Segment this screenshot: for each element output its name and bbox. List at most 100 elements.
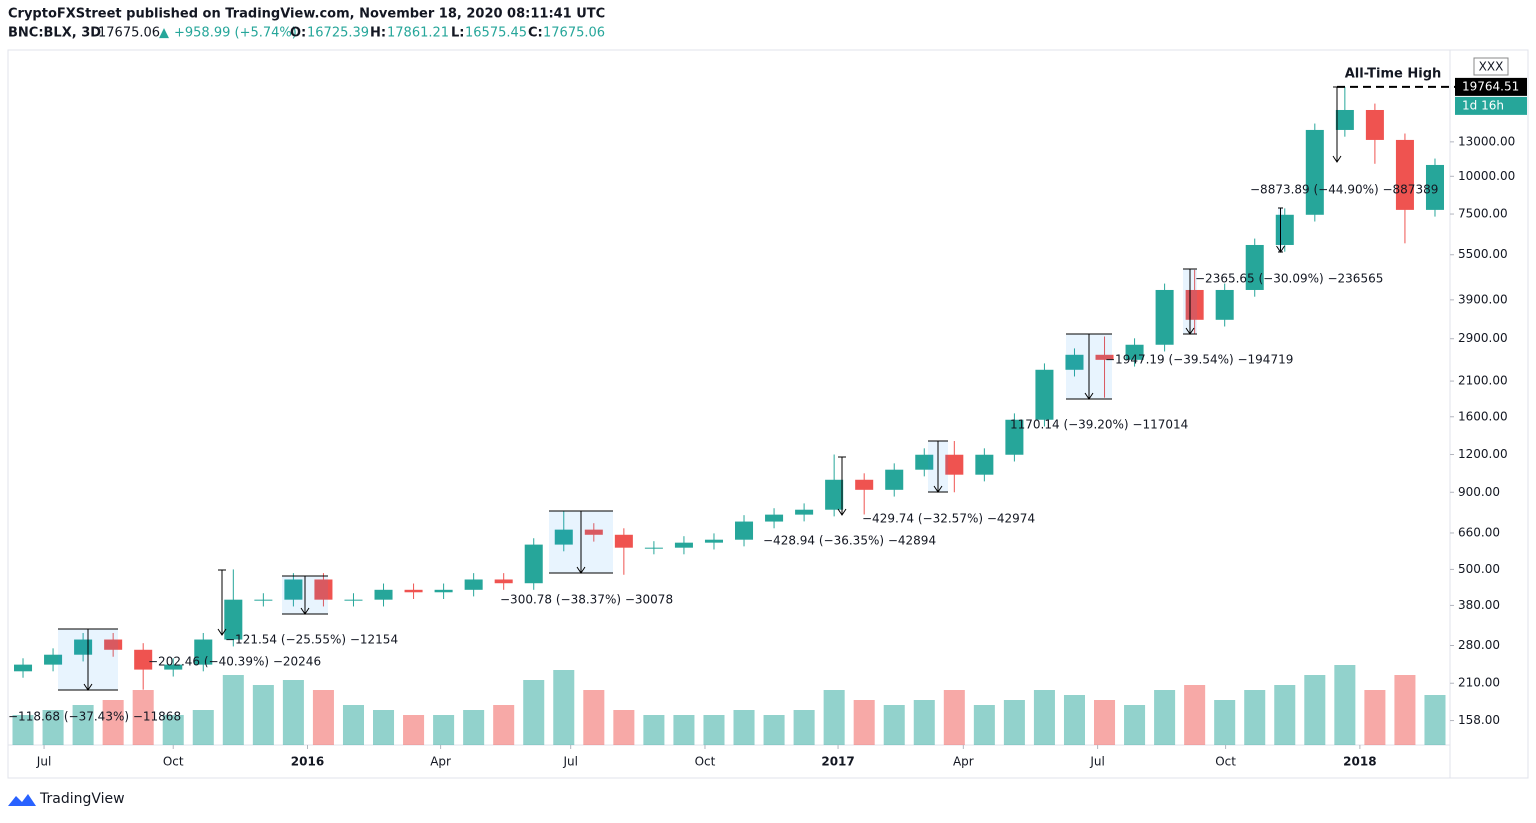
candle bbox=[855, 473, 874, 515]
volume-bar bbox=[1214, 700, 1236, 745]
x-tick-label: Oct bbox=[1215, 755, 1236, 769]
candle bbox=[735, 515, 754, 547]
drawdown-label: −202.46 (−40.39%) −20246 bbox=[148, 655, 321, 669]
candle-body bbox=[1395, 139, 1414, 210]
candle bbox=[524, 538, 543, 590]
volume-bar bbox=[613, 710, 635, 745]
volume-bar bbox=[1033, 690, 1055, 745]
candle bbox=[344, 593, 363, 607]
drawdown-label: −118.68 (−37.43%) −11868 bbox=[8, 710, 181, 724]
volume-bar bbox=[132, 690, 154, 745]
candle-body bbox=[524, 544, 543, 584]
candle bbox=[915, 448, 934, 477]
measure-arrow bbox=[83, 629, 93, 691]
candle-body bbox=[704, 539, 723, 543]
candle bbox=[134, 643, 153, 690]
volume-bar bbox=[373, 710, 395, 745]
candle-body bbox=[1095, 354, 1114, 360]
y-tick-label: 10000.00 bbox=[1458, 169, 1515, 183]
candle-body bbox=[945, 454, 964, 475]
volume-bar bbox=[1304, 675, 1326, 745]
candle-body bbox=[795, 509, 814, 515]
candle-body bbox=[614, 534, 633, 548]
tag: XXX bbox=[1479, 60, 1504, 74]
candle-body bbox=[194, 639, 213, 665]
candle-body bbox=[735, 521, 754, 540]
candle-body bbox=[134, 649, 153, 670]
candle-body bbox=[1125, 344, 1144, 360]
volume-bar bbox=[973, 705, 995, 745]
y-tick-label: 7500.00 bbox=[1458, 207, 1508, 221]
candle-body bbox=[915, 454, 934, 470]
candle-body bbox=[1065, 354, 1084, 370]
candle-body bbox=[885, 469, 904, 490]
volume-bar bbox=[493, 705, 515, 745]
x-tick-label: Oct bbox=[163, 755, 184, 769]
candle-body bbox=[284, 579, 303, 600]
x-tick-label: Oct bbox=[695, 755, 716, 769]
volume-bar bbox=[162, 715, 184, 745]
y-tick-label: 210.00 bbox=[1458, 676, 1500, 690]
candle bbox=[1425, 158, 1444, 217]
x-tick-label: Jul bbox=[36, 755, 51, 769]
c-label: C: bbox=[528, 26, 543, 41]
candle-body bbox=[1305, 129, 1324, 215]
measure-arrow bbox=[1084, 334, 1094, 400]
candle-body bbox=[404, 589, 423, 593]
tag-bg bbox=[1473, 57, 1509, 76]
measure-arrow bbox=[1276, 208, 1285, 253]
countdown-bg bbox=[1455, 96, 1527, 115]
x-tick-label: Jul bbox=[562, 755, 577, 769]
candle bbox=[584, 523, 603, 542]
candle bbox=[1215, 283, 1234, 327]
candle bbox=[164, 658, 183, 677]
candle bbox=[1095, 336, 1114, 398]
candle bbox=[14, 658, 33, 678]
y-tick-label: 1600.00 bbox=[1458, 409, 1508, 423]
candle bbox=[795, 503, 814, 522]
price-tag-bg bbox=[1455, 77, 1527, 96]
candle bbox=[194, 632, 213, 672]
candle-body bbox=[314, 579, 333, 600]
measure-arrow bbox=[837, 456, 847, 516]
candle bbox=[1245, 238, 1264, 297]
candle-body bbox=[14, 664, 33, 672]
volume-bar bbox=[282, 680, 304, 745]
drawdown-label: −300.78 (−38.37%) −30078 bbox=[500, 593, 673, 607]
candle bbox=[885, 463, 904, 497]
h: 17861.21 bbox=[387, 26, 449, 41]
drawdown-label: −1947.19 (−39.54%) −194719 bbox=[1105, 353, 1293, 367]
candle-body bbox=[975, 454, 994, 475]
y-tick-label: 1200.00 bbox=[1458, 447, 1508, 461]
volume-bar bbox=[1244, 690, 1266, 745]
candle bbox=[674, 536, 693, 555]
candle bbox=[825, 454, 844, 517]
candle-body bbox=[1245, 244, 1264, 290]
candle bbox=[284, 573, 303, 607]
candle bbox=[314, 573, 333, 607]
x-tick-label: 2017 bbox=[821, 755, 854, 769]
candle bbox=[554, 511, 573, 552]
volume-bar bbox=[1154, 690, 1176, 745]
y-tick-label: 5500.00 bbox=[1458, 247, 1508, 261]
l-label: L: bbox=[451, 26, 464, 41]
candle bbox=[374, 583, 393, 607]
candle-body bbox=[464, 579, 483, 590]
y-tick-label: 13000.00 bbox=[1458, 134, 1515, 148]
volume-bar bbox=[793, 710, 815, 745]
volume-bar bbox=[222, 675, 244, 745]
x-tick-label: 2018 bbox=[1343, 755, 1376, 769]
publisher: CryptoFXStreet published on TradingView.… bbox=[8, 7, 605, 22]
candle-body bbox=[44, 654, 63, 665]
candle bbox=[1035, 363, 1054, 427]
volume-bar bbox=[1003, 700, 1025, 745]
drawdown-label: −8873.89 (−44.90%) −887389 bbox=[1250, 183, 1438, 197]
volume-bar bbox=[42, 710, 64, 745]
last: 17675.06 bbox=[98, 26, 160, 41]
volume-bar bbox=[1394, 675, 1416, 745]
arrow: ▲ bbox=[159, 26, 169, 41]
volume-bar bbox=[1184, 685, 1206, 745]
o: 16725.39 bbox=[307, 26, 369, 41]
volume-bar bbox=[102, 700, 124, 745]
